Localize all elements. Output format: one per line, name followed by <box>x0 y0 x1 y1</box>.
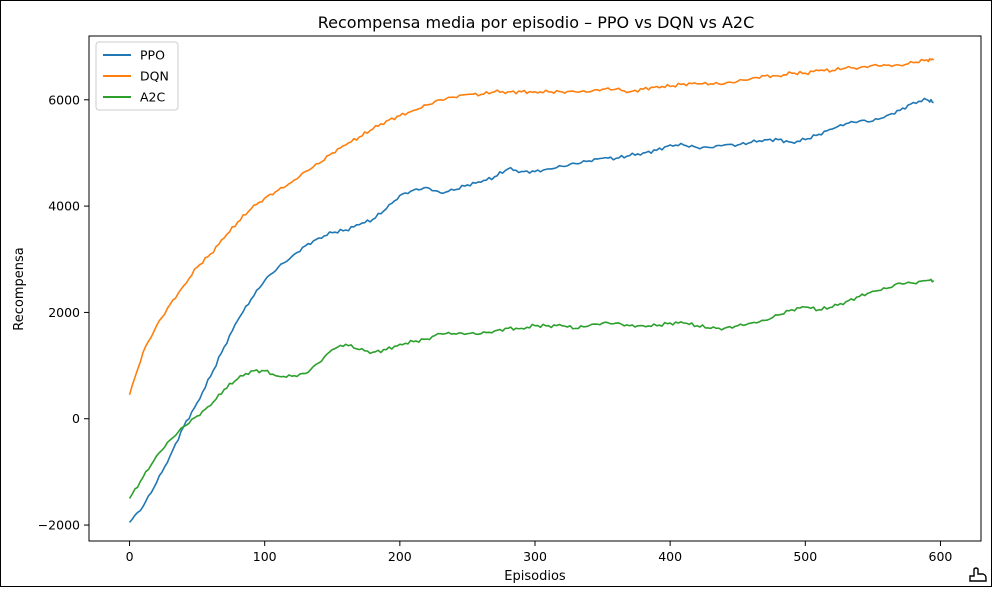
y-tick-label: 4000 <box>48 199 80 214</box>
x-tick-label: 600 <box>929 549 953 564</box>
y-tick-label: 2000 <box>48 305 80 320</box>
y-axis-label: Recompensa <box>12 247 27 330</box>
y-tick-label: 6000 <box>48 92 80 107</box>
x-tick-label: 0 <box>126 549 134 564</box>
y-axis: −2000 0 2000 4000 6000 <box>38 92 89 533</box>
legend: PPO DQN A2C <box>95 41 179 111</box>
x-tick-label: 300 <box>523 549 547 564</box>
legend-box <box>95 41 179 111</box>
x-axis: 0 100 200 300 400 500 600 <box>126 541 953 564</box>
chart-title: Recompensa media por episodio – PPO vs D… <box>318 13 754 32</box>
legend-label-ppo: PPO <box>140 48 165 63</box>
x-axis-label: Episodios <box>504 569 566 584</box>
legend-label-a2c: A2C <box>140 90 166 105</box>
legend-label-dqn: DQN <box>140 69 169 84</box>
series-lines <box>128 57 935 523</box>
series-line-dqn <box>128 57 935 396</box>
x-tick-label: 400 <box>658 549 682 564</box>
plot-area <box>88 35 982 542</box>
y-tick-label: 0 <box>72 411 80 426</box>
x-tick-label: 500 <box>793 549 817 564</box>
series-line-a2c <box>128 278 935 499</box>
hand-pointer-icon <box>969 567 987 582</box>
x-tick-label: 100 <box>253 549 277 564</box>
y-tick-label: −2000 <box>38 518 80 533</box>
series-line-ppo <box>128 97 934 523</box>
x-tick-label: 200 <box>388 549 412 564</box>
